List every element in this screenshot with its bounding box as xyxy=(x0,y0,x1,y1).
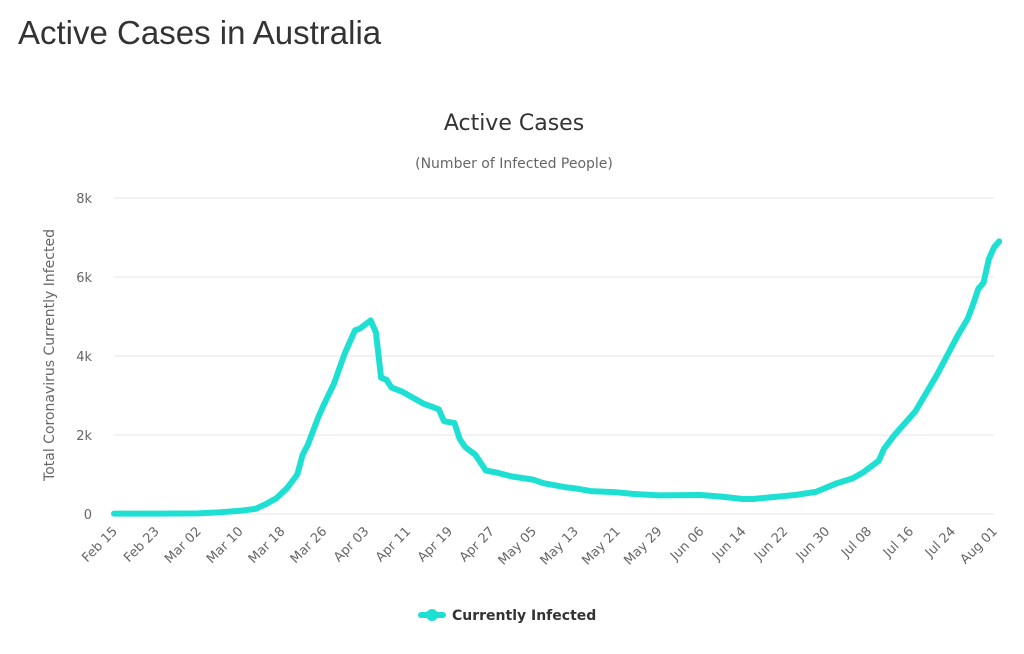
y-tick-label: 6k xyxy=(76,271,92,286)
x-tick-label: Mar 26 xyxy=(288,524,331,567)
y-axis-label: Total Coronavirus Currently Infected xyxy=(42,229,58,482)
page-title: Active Cases in Australia xyxy=(18,14,382,51)
x-tick-label: Jun 22 xyxy=(751,524,791,564)
y-tick-label: 4k xyxy=(76,350,92,365)
x-tick-label: Jul 08 xyxy=(838,524,875,561)
x-tick-label: Apr 11 xyxy=(373,524,414,565)
legend-series-label[interactable]: Currently Infected xyxy=(452,608,596,624)
x-tick-label: Mar 02 xyxy=(162,524,205,567)
x-tick-label: Jun 14 xyxy=(709,524,749,564)
x-tick-label: Feb 23 xyxy=(121,524,163,566)
series-line-currently-infected[interactable] xyxy=(111,238,1003,517)
legend-series-marker xyxy=(426,609,438,621)
x-tick-label: Jun 06 xyxy=(667,524,707,564)
x-tick-label: May 05 xyxy=(496,524,540,568)
y-axis-ticks: 0 2k 4k 6k 8k xyxy=(76,192,92,523)
x-tick-label: Aug 01 xyxy=(958,524,1001,567)
x-tick-label: Apr 03 xyxy=(331,524,372,565)
x-tick-label: Apr 19 xyxy=(415,524,456,565)
x-tick-label: May 21 xyxy=(579,524,623,568)
y-tick-label: 0 xyxy=(84,508,92,523)
x-tick-label: Feb 15 xyxy=(79,524,121,566)
x-tick-label: Jun 30 xyxy=(793,524,833,564)
x-tick-label: May 13 xyxy=(538,524,582,568)
x-tick-label: Mar 10 xyxy=(204,524,247,567)
x-tick-label: Mar 18 xyxy=(246,524,289,567)
x-tick-label: May 29 xyxy=(621,524,665,568)
x-axis-ticks: Feb 15 Feb 23 Mar 02 Mar 10 Mar 18 Mar 26 Apr … xyxy=(79,524,1001,568)
legend[interactable]: Currently Infected xyxy=(418,608,596,624)
x-tick-label: Jul 24 xyxy=(922,524,959,561)
chart-title: Active Cases xyxy=(444,111,584,136)
x-tick-label: Apr 27 xyxy=(457,524,498,565)
y-tick-label: 8k xyxy=(76,192,92,207)
y-tick-label: 2k xyxy=(76,429,92,444)
x-tick-label: Jul 16 xyxy=(880,524,917,561)
series-layer xyxy=(111,238,1003,517)
grid-lines xyxy=(114,197,994,515)
chart-subtitle: (Number of Infected People) xyxy=(415,156,613,172)
